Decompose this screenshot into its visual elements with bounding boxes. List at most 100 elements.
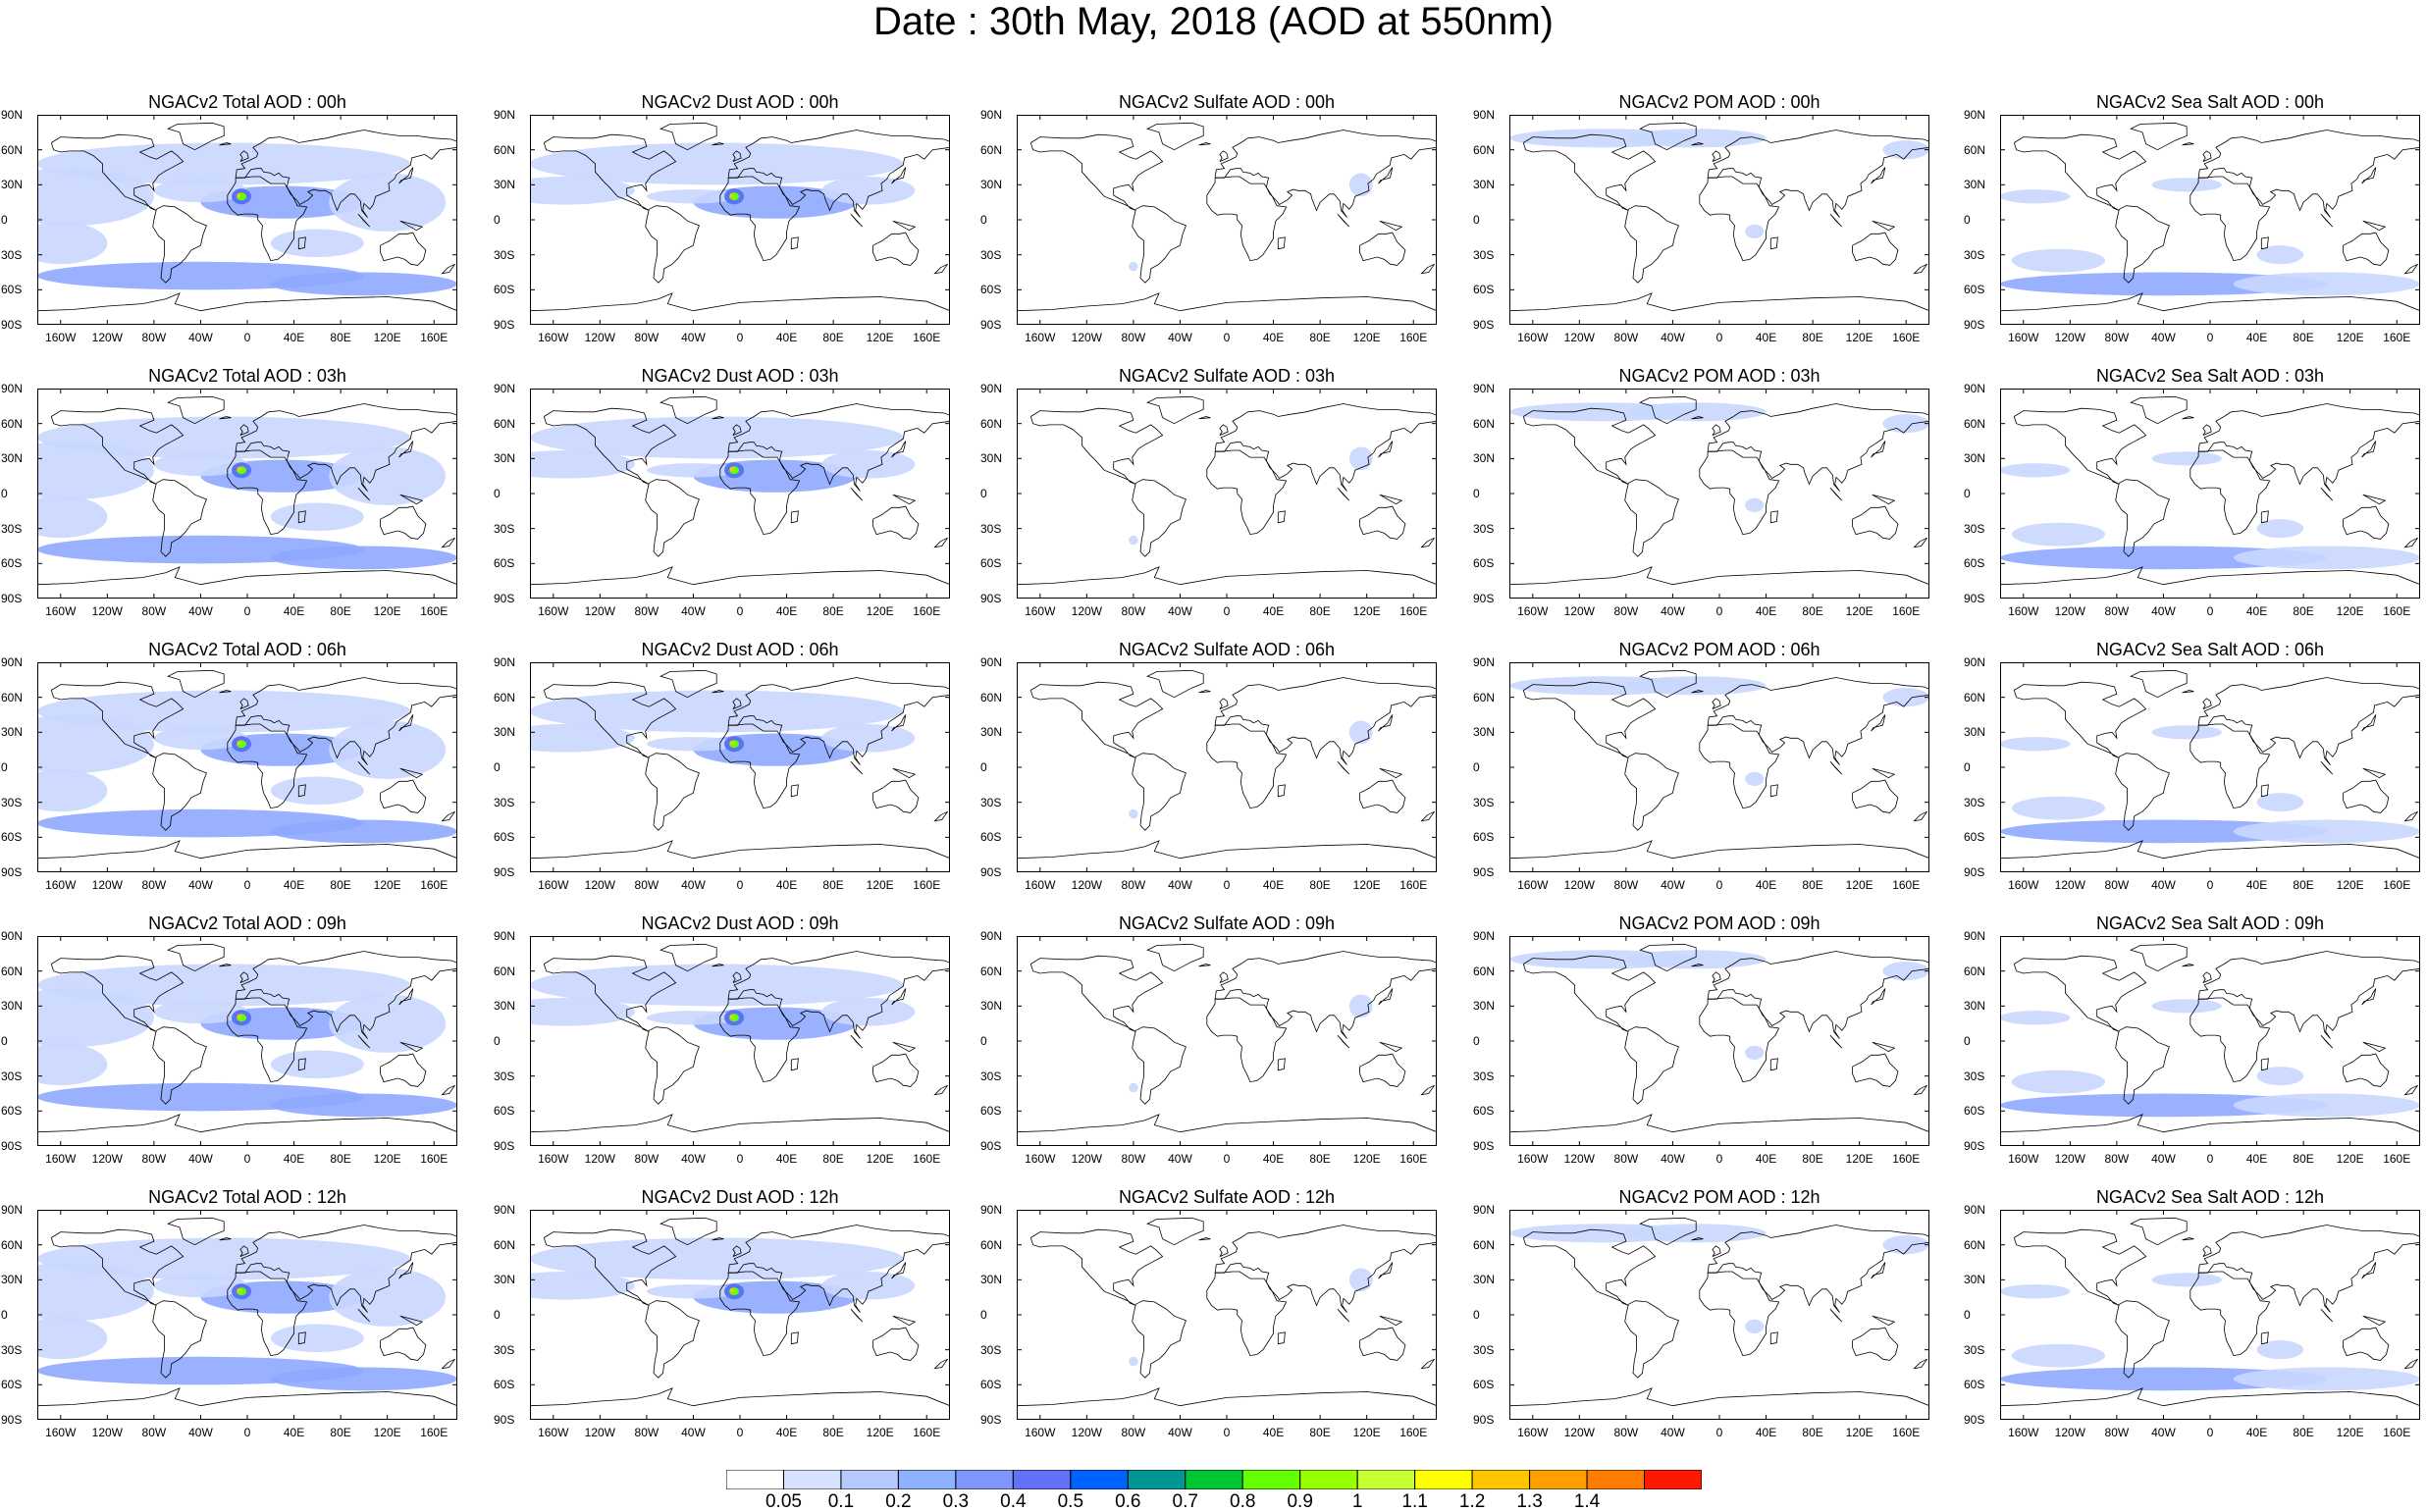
panel-title: NGACv2 POM AOD : 03h bbox=[1618, 366, 1820, 386]
lon-label: 80W bbox=[634, 878, 660, 892]
lon-label: 80W bbox=[1613, 604, 1639, 618]
lon-label: 0 bbox=[2206, 878, 2214, 892]
aerosol-plume bbox=[1129, 261, 1138, 272]
lat-label: 90N bbox=[494, 1203, 516, 1217]
coastline bbox=[1691, 690, 1704, 694]
aerosol-plume bbox=[2151, 725, 2222, 740]
lat-label: 30S bbox=[980, 247, 1002, 262]
lon-label: 160E bbox=[420, 331, 448, 344]
coastline bbox=[1871, 1262, 1886, 1279]
lat-label: 30N bbox=[980, 178, 1003, 192]
coastline bbox=[1146, 395, 1204, 425]
coastline bbox=[933, 537, 948, 548]
lat-label: 30S bbox=[980, 1069, 1002, 1083]
coastline bbox=[297, 1331, 306, 1345]
lat-label: 0 bbox=[1, 487, 8, 500]
lat-label: 30S bbox=[1473, 1069, 1495, 1083]
coastline bbox=[1206, 997, 1288, 1083]
coastline bbox=[297, 236, 306, 250]
coastline bbox=[239, 1245, 249, 1257]
panel-title: NGACv2 Total AOD : 00h bbox=[148, 92, 346, 112]
lon-label: 160W bbox=[1025, 1152, 1056, 1166]
coastline bbox=[1872, 767, 1896, 779]
lat-label: 90S bbox=[1, 1139, 23, 1153]
lat-label: 60S bbox=[1473, 283, 1495, 297]
coastline bbox=[1509, 566, 1929, 586]
coastline bbox=[37, 1387, 457, 1407]
coastline bbox=[1146, 122, 1204, 151]
coastline bbox=[1337, 487, 1350, 501]
coastline bbox=[2182, 416, 2194, 420]
lat-label: 60N bbox=[1, 142, 24, 157]
aerosol-plume bbox=[530, 1272, 635, 1300]
lat-label: 30S bbox=[494, 247, 515, 262]
aerosol-core bbox=[729, 193, 734, 198]
lon-label: 80E bbox=[330, 331, 351, 344]
colorbar-swatch bbox=[897, 1470, 957, 1489]
lat-label: 30N bbox=[980, 999, 1003, 1014]
coastline bbox=[719, 176, 801, 262]
coastline bbox=[850, 487, 864, 501]
coastline bbox=[2202, 698, 2212, 709]
lat-label: 60N bbox=[1964, 416, 1986, 431]
coastline bbox=[357, 487, 371, 501]
coastline bbox=[645, 1300, 700, 1379]
aerosol-plume bbox=[2151, 999, 2222, 1014]
coastline bbox=[1691, 142, 1704, 146]
aerosol-plume bbox=[1745, 771, 1765, 787]
lat-label: 90N bbox=[1964, 382, 1986, 395]
coastline bbox=[712, 1237, 724, 1241]
aerosol-plume bbox=[37, 142, 411, 185]
coastline bbox=[530, 840, 950, 860]
lon-label: 120E bbox=[1352, 1152, 1381, 1166]
coastline bbox=[1359, 1327, 1406, 1361]
coastline bbox=[850, 1308, 864, 1323]
coastline bbox=[1871, 167, 1886, 184]
colorbar-label: 0.2 bbox=[885, 1491, 912, 1512]
world-map bbox=[37, 1210, 457, 1420]
coastline bbox=[1852, 1053, 1899, 1087]
panel-title: NGACv2 POM AOD : 06h bbox=[1618, 640, 1820, 659]
aerosol-plume bbox=[2000, 737, 2071, 752]
lon-label: 40W bbox=[681, 878, 706, 892]
lat-label: 0 bbox=[494, 487, 501, 500]
panel-title: NGACv2 Total AOD : 06h bbox=[148, 640, 346, 659]
panel-title: NGACv2 POM AOD : 09h bbox=[1618, 913, 1820, 933]
coastline bbox=[719, 997, 801, 1083]
coastline bbox=[357, 213, 371, 228]
coastline bbox=[152, 753, 207, 831]
coastline bbox=[1029, 1228, 1164, 1306]
lat-label: 60S bbox=[1964, 1104, 1985, 1119]
lat-label: 90N bbox=[494, 929, 516, 943]
lat-label: 30S bbox=[1, 247, 23, 262]
lon-label: 120E bbox=[866, 331, 894, 344]
world-map bbox=[1017, 936, 1437, 1146]
colorbar-swatch bbox=[726, 1470, 784, 1489]
lon-label: 80E bbox=[330, 1152, 351, 1166]
lat-label: 60S bbox=[1964, 1378, 1985, 1392]
coastline bbox=[2190, 176, 2271, 262]
lon-label: 160W bbox=[538, 604, 569, 618]
coastline bbox=[712, 142, 724, 146]
coastline bbox=[2190, 723, 2271, 809]
coastline bbox=[1624, 753, 1679, 831]
lat-label: 90N bbox=[494, 655, 516, 669]
lon-label: 120E bbox=[1845, 331, 1873, 344]
colorbar-swatch bbox=[1471, 1470, 1531, 1489]
lon-label: 160W bbox=[2008, 1426, 2039, 1439]
coastline bbox=[2362, 1315, 2387, 1327]
coastline bbox=[1017, 292, 1437, 312]
lon-label: 80E bbox=[2293, 1426, 2314, 1439]
lat-label: 90N bbox=[1473, 1203, 1496, 1217]
lon-label: 40E bbox=[1755, 1426, 1777, 1439]
lon-label: 0 bbox=[736, 878, 744, 892]
lat-label: 60S bbox=[494, 1104, 515, 1119]
world-map bbox=[1017, 115, 1437, 325]
coastline bbox=[1420, 1358, 1435, 1370]
lat-label: 60S bbox=[980, 830, 1002, 845]
coastline bbox=[1509, 292, 1929, 312]
aerosol-plume bbox=[2151, 178, 2222, 192]
coastline bbox=[2000, 292, 2420, 312]
lon-label: 80W bbox=[141, 1152, 167, 1166]
world-map bbox=[1509, 389, 1929, 599]
